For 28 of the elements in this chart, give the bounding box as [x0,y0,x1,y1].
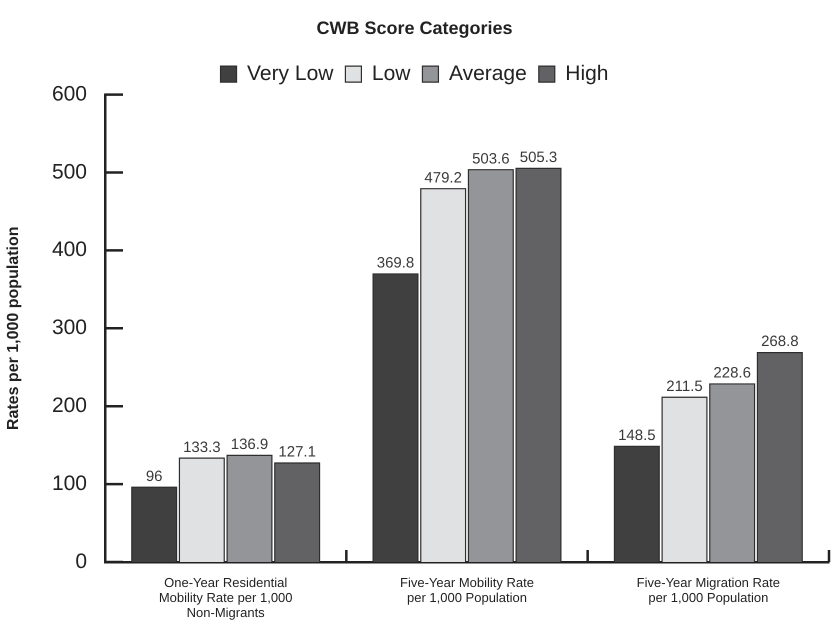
data-label: 503.6 [472,150,510,168]
y-tick-label: 400 [52,238,87,262]
y-tick-label: 100 [52,472,87,495]
y-tick-label: 200 [52,394,87,417]
y-tick-label: 500 [52,160,87,184]
data-label: 127.1 [278,444,316,461]
y-tick-label: 300 [52,316,87,340]
data-label: 268.8 [761,333,799,350]
y-axis-title: Rates per 1,000 population [5,226,22,430]
data-label: 479.2 [424,169,462,186]
data-label: 228.6 [713,364,751,382]
data-label: 505.3 [520,149,558,166]
x-tick-label: One-Year Residential Mobility Rate per 1,000 Non-Migrants [158,575,293,620]
legend-label: Low [372,62,412,85]
legend-label: High [565,62,608,85]
data-label: 211.5 [666,378,703,395]
data-label: 133.3 [183,438,221,456]
x-tick-label: Five-Year Migration Rate per 1,000 Population [636,575,780,606]
legend-label: Average [448,62,527,85]
data-label: 369.8 [376,254,414,272]
data-label: 136.9 [230,436,268,453]
y-tick-label: 600 [52,82,87,106]
legend-label: Very Low [247,62,334,85]
x-tick-label: Five-Year Mobility Rate per 1,000 Population [400,575,534,606]
y-tick-label: 0 [75,550,87,573]
data-label: 148.5 [618,426,656,444]
data-label: 96 [146,468,163,485]
chart-title: CWB Score Categories [316,18,513,38]
